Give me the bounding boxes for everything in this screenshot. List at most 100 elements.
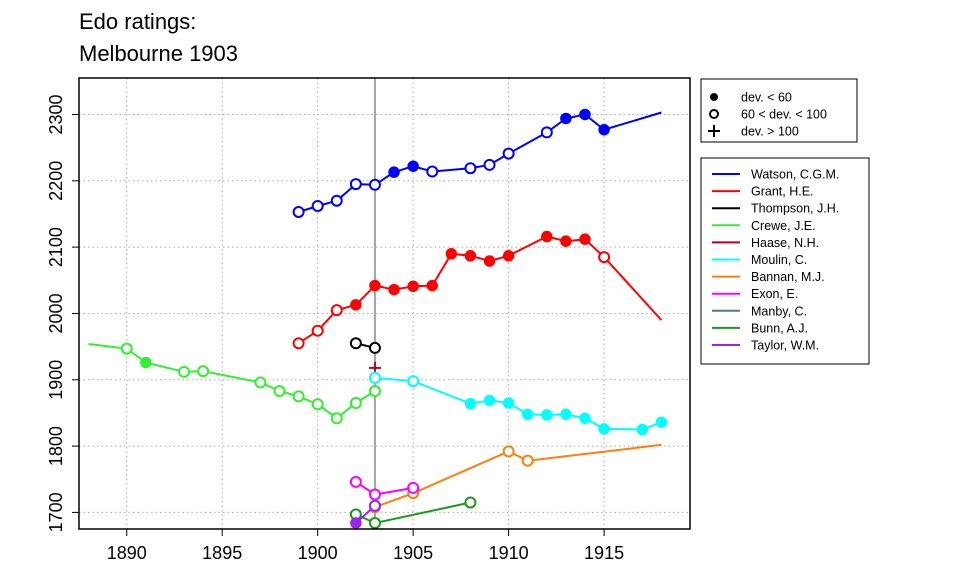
legend-label-moulin-c: Moulin, C. (751, 253, 807, 267)
y-tick-label: 2100 (46, 227, 66, 267)
x-tick-label: 1915 (584, 543, 624, 563)
marker-legend-symbol (710, 93, 718, 101)
crewe-j-e-point (368, 385, 381, 398)
y-tick-label: 1800 (46, 426, 66, 466)
series-taylor-w-m (350, 499, 381, 529)
chart-title: Edo ratings: (79, 9, 196, 34)
crewe-j-e-point (178, 365, 191, 378)
grant-h-e-point (426, 279, 438, 292)
exon-e-point (349, 475, 362, 488)
moulin-c-point (560, 408, 572, 421)
taylor-w-m-point (368, 499, 381, 512)
watson-c-g-m-point (388, 166, 400, 178)
y-tick-label: 2000 (46, 293, 66, 333)
watson-c-g-m-point (598, 123, 610, 136)
x-tick-label: 1905 (393, 543, 433, 563)
grant-h-e-point (464, 249, 477, 262)
legend-label-bannan-m-j: Bannan, M.J. (751, 270, 825, 284)
moulin-c-point (368, 371, 381, 384)
bannan-m-j-point (502, 445, 515, 458)
series-thompson-j-h (349, 337, 381, 354)
x-tick-label: 1890 (107, 543, 147, 563)
exon-e-point (407, 481, 420, 494)
watson-c-g-m-point (368, 178, 381, 191)
moulin-c-point (483, 394, 496, 407)
grant-h-e-point (369, 279, 381, 292)
grant-h-e-point (292, 337, 305, 350)
watson-c-g-m-point (483, 158, 496, 171)
series-legend-box (700, 157, 870, 365)
series-grant-h-e (292, 230, 663, 350)
x-tick-label: 1895 (202, 543, 242, 563)
moulin-c-point (579, 412, 591, 424)
moulin-c-point (655, 416, 668, 428)
moulin-c-point (636, 423, 649, 436)
y-tick-label: 1700 (46, 492, 66, 532)
watson-c-g-m-point (311, 200, 324, 213)
grant-h-e-point (350, 299, 362, 311)
grant-h-e-point (598, 251, 611, 264)
marker-legend: dev. < 60 60 < dev. < 100 dev. > 100 (700, 78, 858, 143)
legend-label-crewe-j-e: Crewe, J.E. (751, 219, 816, 233)
series-legend: Watson, C.G.M. Grant, H.E. Thompson, J.H. C… (700, 157, 870, 365)
grant-h-e-point (407, 280, 419, 293)
watson-c-g-m-point (502, 147, 515, 160)
series-line-exon-e (355, 481, 414, 496)
plot-frame (78, 77, 691, 530)
series-exon-e (349, 475, 420, 501)
moulin-c-point (521, 408, 534, 421)
marker-legend-symbol (708, 125, 720, 137)
series-moulin-c (368, 371, 668, 436)
watson-c-g-m-point (426, 165, 439, 178)
crewe-j-e-point (311, 398, 324, 411)
moulin-c-point (464, 397, 477, 410)
axis-ticks: 1890 1895 1900 1905 1910 1915 1700 1800 1900 2000… (46, 94, 624, 563)
grant-h-e-point (579, 233, 591, 245)
legend-label-grant-h-e: Grant, H.E. (751, 185, 814, 199)
series-layer (88, 108, 668, 530)
x-tick-label: 1910 (489, 543, 529, 563)
series-crewe-j-e (88, 342, 381, 425)
grid-lines (79, 78, 690, 529)
watson-c-g-m-point (349, 178, 362, 191)
watson-c-g-m-point (464, 162, 477, 175)
legend-label-taylor-w-m: Taylor, W.M. (751, 339, 819, 353)
crewe-j-e-point (273, 385, 286, 398)
watson-c-g-m-point (579, 108, 591, 121)
series-line-moulin-c (374, 376, 662, 431)
marker-legend-label: dev. < 60 (741, 91, 792, 105)
marker-legend-label: 60 < dev. < 100 (741, 108, 827, 122)
marker-legend-symbol (709, 109, 719, 119)
crewe-j-e-point (140, 356, 152, 369)
exon-e-point (368, 488, 381, 501)
watson-c-g-m-point (330, 194, 343, 207)
watson-c-g-m-point (560, 112, 572, 125)
legend-label-haase-n-h: Haase, N.H. (751, 236, 819, 250)
thompson-j-h-point (368, 341, 381, 354)
moulin-c-point (407, 375, 420, 388)
series-line-crewe-j-e (88, 343, 376, 420)
grant-h-e-point (483, 255, 496, 267)
legend-label-watson-c-g-m: Watson, C.G.M. (751, 168, 839, 182)
grant-h-e-point (560, 235, 572, 247)
legend-label-manby-c: Manby, C. (751, 304, 807, 318)
taylor-w-m-point (350, 517, 362, 529)
grant-h-e-point (330, 304, 343, 317)
y-tick-label: 2200 (46, 161, 66, 201)
crewe-j-e-point (197, 365, 210, 378)
grant-h-e-point (541, 230, 553, 243)
moulin-c-point (598, 423, 610, 435)
series-line-watson-c-g-m (298, 111, 662, 213)
moulin-c-point (502, 397, 515, 409)
watson-c-g-m-point (540, 126, 553, 139)
legend-label-bunn-a-j: Bunn, A.J. (751, 321, 808, 335)
grant-h-e-point (311, 324, 324, 337)
crewe-j-e-point (254, 376, 267, 389)
y-tick-label: 2300 (46, 94, 66, 134)
crewe-j-e-point (330, 412, 343, 425)
watson-c-g-m-point (407, 160, 419, 172)
x-tick-label: 1900 (298, 543, 338, 563)
marker-legend-label: dev. > 100 (741, 125, 799, 139)
legend-label-exon-e: Exon, E. (751, 287, 798, 301)
